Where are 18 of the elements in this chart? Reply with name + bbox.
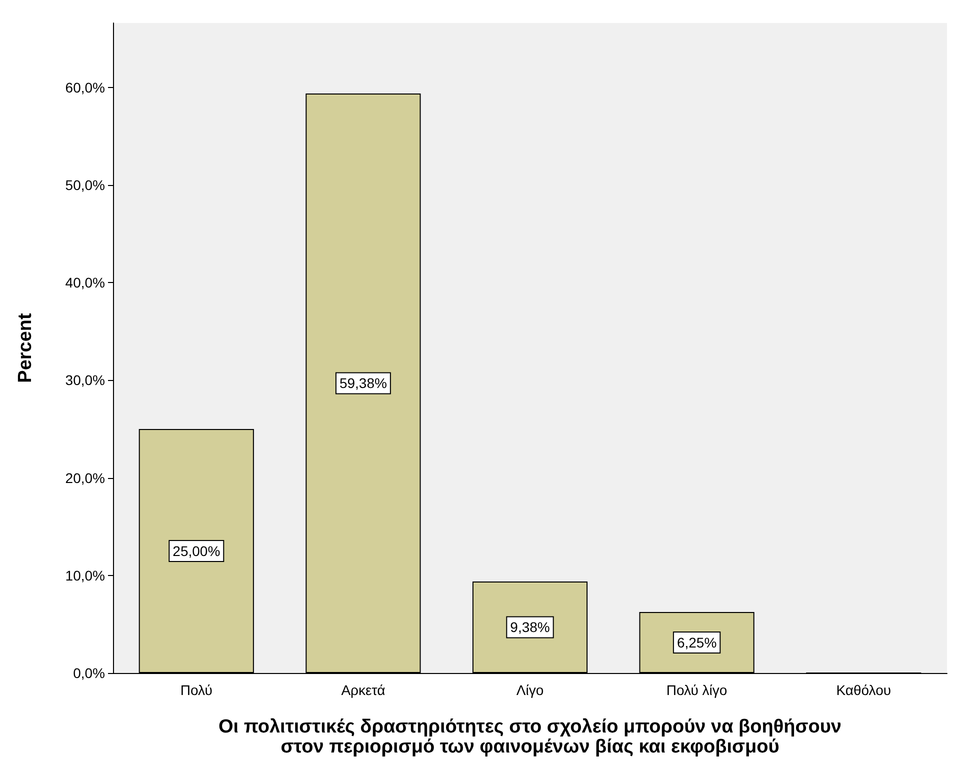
data-label: 6,25% bbox=[676, 634, 717, 650]
y-tick-label: 40,0% bbox=[65, 274, 105, 291]
x-tick-label: Πολύ bbox=[180, 682, 212, 698]
data-label: 9,38% bbox=[510, 619, 550, 636]
y-tick-label: 20,0% bbox=[65, 470, 105, 486]
y-tick-label: 10,0% bbox=[65, 567, 105, 584]
y-tick-label: 50,0% bbox=[65, 177, 105, 194]
y-axis-title: Percent bbox=[15, 312, 36, 383]
x-tick-label: Λίγο bbox=[516, 682, 544, 698]
x-tick-label: Καθόλου bbox=[836, 682, 891, 698]
y-tick-label: 60,0% bbox=[65, 79, 105, 96]
x-tick-label: Πολύ λίγο bbox=[666, 682, 728, 698]
data-label: 25,00% bbox=[172, 543, 220, 560]
y-tick-label: 0,0% bbox=[73, 665, 105, 681]
data-label: 59,38% bbox=[339, 375, 387, 392]
y-tick-label: 30,0% bbox=[65, 372, 105, 388]
x-axis-title: Οι πολιτιστικές δραστηριότητες στο σχολείο μπορούν να βοηθήσουν στον περιορισμό των φαινομένων βίας και εκφοβισμού bbox=[218, 716, 842, 758]
x-tick-label: Αρκετά bbox=[341, 682, 386, 698]
